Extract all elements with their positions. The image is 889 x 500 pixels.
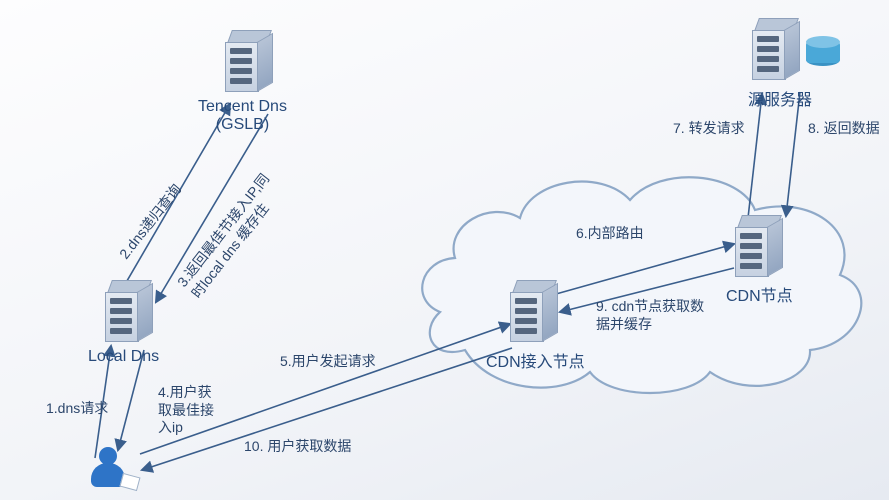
cdn-node-server-icon xyxy=(735,215,781,277)
origin-label: 源服务器 xyxy=(748,86,812,110)
edge-label-7: 7. 转发请求 xyxy=(673,120,745,138)
diagram-root: { "canvas": { "width": 889, "height": 50… xyxy=(0,0,889,500)
cdn-node-label: CDN节点 xyxy=(726,282,793,306)
edge-label-1: 1.dns请求 xyxy=(46,400,108,418)
origin-server-icon xyxy=(752,18,798,80)
edge-label-9: 9. cdn节点获取数 据并缓存 xyxy=(596,298,704,333)
local-dns-server-icon xyxy=(105,280,151,342)
edge-label-8: 8. 返回数据 xyxy=(808,120,880,138)
tencent-dns-label: Tencent Dns (GSLB) xyxy=(198,98,287,134)
edge-label-10: 10. 用户获取数据 xyxy=(244,438,351,456)
tencent-dns-server-icon xyxy=(225,30,271,92)
origin-db-icon xyxy=(806,36,840,66)
edge-label-6: 6.内部路由 xyxy=(576,225,644,243)
user-icon xyxy=(85,445,131,491)
edge-label-4: 4.用户获 取最佳接 入ip xyxy=(158,384,214,437)
edge-label-5: 5.用户发起请求 xyxy=(280,353,376,371)
cdn-access-label: CDN接入节点 xyxy=(486,348,585,372)
cdn-access-server-icon xyxy=(510,280,556,342)
local-dns-label: Local Dns xyxy=(88,348,159,366)
